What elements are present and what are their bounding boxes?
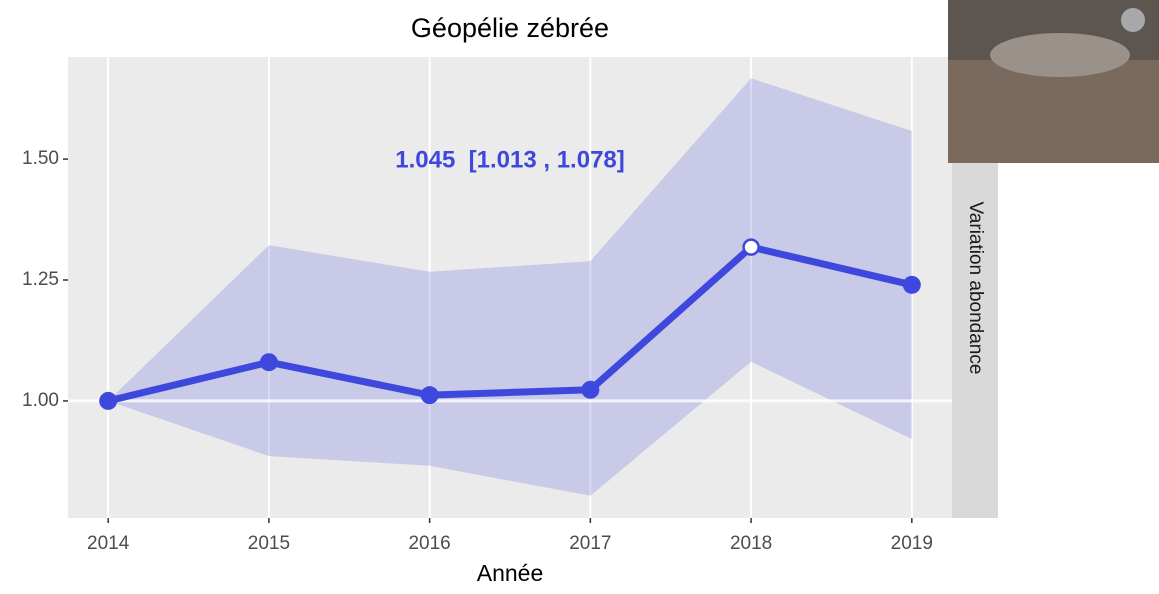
x-tick-label: 2015 [248,533,290,554]
point [581,380,600,399]
point [742,238,760,256]
y-tick-label: 1.50 [22,148,59,169]
x-tick-label: 2016 [408,533,450,554]
x-tick-label: 2019 [891,533,933,554]
chart-title: Géopélie zébrée [411,13,609,43]
y-tick-label: 1.25 [22,269,59,290]
line [107,243,913,405]
point [99,391,118,410]
point [902,275,921,294]
confidence-band [108,78,912,496]
photo [948,0,1159,163]
panel [68,57,952,518]
photo-bird-head [1121,8,1145,32]
x-axis-title: Année [477,560,544,586]
facet-label: Variation abondance [965,202,986,375]
plot-area [68,57,952,518]
x-tick-label: 2018 [730,533,772,554]
photo-bird [990,33,1130,77]
annotation: 1.045 [1.013 , 1.078] [395,146,625,173]
point [259,353,278,372]
x-tick-label: 2014 [87,533,130,554]
x-tick-label: 2017 [569,533,611,554]
point [420,386,439,405]
y-tick-label: 1.00 [22,390,59,411]
